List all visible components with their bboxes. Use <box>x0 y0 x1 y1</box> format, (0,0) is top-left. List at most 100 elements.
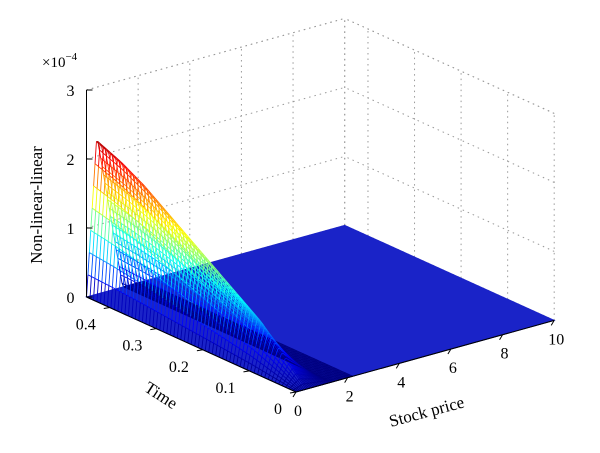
mesh-line <box>200 322 205 326</box>
mesh-line <box>146 288 150 307</box>
mesh-line <box>87 274 92 277</box>
mesh-line <box>121 209 124 218</box>
mesh-line <box>121 162 127 168</box>
mesh-line <box>260 370 263 377</box>
mesh-line <box>216 310 219 322</box>
mesh-line <box>160 262 163 280</box>
x-tick-mark <box>292 391 297 398</box>
mesh-line <box>305 378 310 384</box>
mesh-line <box>126 219 131 223</box>
mesh-line <box>296 373 301 379</box>
mesh-line <box>262 365 265 371</box>
mesh-line <box>252 341 256 346</box>
mesh-line <box>161 264 165 272</box>
mesh-line <box>209 329 212 342</box>
mesh-line <box>126 255 131 259</box>
mesh-line <box>279 372 284 376</box>
mesh-line <box>290 368 293 372</box>
mesh-line <box>267 343 271 350</box>
mesh-line <box>92 254 97 257</box>
mesh-line <box>272 376 277 380</box>
mesh-line <box>139 180 144 185</box>
mesh-line <box>87 252 90 275</box>
mesh-line <box>300 366 303 368</box>
mesh-line <box>133 259 136 268</box>
mesh-line <box>98 144 101 167</box>
mesh-line <box>152 245 155 253</box>
mesh-line <box>287 355 290 358</box>
mesh-line <box>268 333 271 337</box>
mesh-line <box>223 348 228 352</box>
mesh-line <box>134 260 137 280</box>
mesh-line <box>229 322 233 333</box>
mesh-line <box>263 325 266 328</box>
mesh-line <box>178 287 182 294</box>
mesh-line <box>154 309 158 313</box>
mesh-line <box>222 281 225 286</box>
mesh-line <box>135 188 138 197</box>
mesh-line <box>141 265 144 285</box>
mesh-line <box>236 320 239 326</box>
mesh-line <box>295 380 298 383</box>
mesh-line <box>192 272 195 279</box>
mesh-line <box>99 258 104 262</box>
mesh-line <box>289 363 294 369</box>
mesh-line <box>107 150 111 159</box>
mesh-line <box>196 298 199 305</box>
mesh-line <box>106 241 109 263</box>
mesh-line <box>163 217 166 224</box>
mesh-line <box>299 365 302 367</box>
mesh-line <box>229 316 232 321</box>
mesh-line <box>120 250 123 272</box>
mesh-line <box>101 147 104 170</box>
mesh-line <box>107 241 112 245</box>
mesh-line <box>253 317 256 321</box>
mesh-line <box>140 250 144 259</box>
mesh-line <box>263 336 266 341</box>
mesh-line <box>289 363 292 365</box>
mesh-line <box>169 287 172 303</box>
x-tick-mark <box>499 334 503 340</box>
mesh-line <box>257 319 260 323</box>
mesh-line <box>119 214 124 219</box>
mesh-line <box>103 260 108 264</box>
mesh-line <box>206 289 210 302</box>
mesh-line <box>98 166 103 170</box>
mesh-line <box>122 183 127 187</box>
mesh-line <box>90 254 94 277</box>
mesh-line <box>284 351 287 354</box>
mesh-line <box>145 306 148 324</box>
mesh-line <box>163 302 166 306</box>
mesh-line <box>244 316 248 321</box>
mesh-line <box>136 207 141 212</box>
mesh-line <box>292 364 295 366</box>
mesh-line <box>247 337 250 346</box>
mesh-line <box>190 259 194 273</box>
mesh-line <box>283 358 286 363</box>
mesh-line <box>157 286 162 289</box>
mesh-line <box>154 259 158 268</box>
mesh-line <box>197 308 200 321</box>
mesh-line <box>113 289 117 310</box>
mesh-line <box>268 334 271 338</box>
mesh-line <box>170 224 173 232</box>
mesh-line <box>196 279 199 293</box>
mesh-line <box>156 299 159 303</box>
mesh-line <box>277 372 280 376</box>
mesh-line <box>201 270 204 284</box>
mesh-line <box>226 332 229 335</box>
mesh-line <box>320 381 325 385</box>
mesh-line <box>261 344 265 348</box>
mesh-line <box>111 222 114 244</box>
mesh-line <box>159 250 162 258</box>
mesh-line <box>273 352 277 356</box>
mesh-line <box>189 293 192 300</box>
mesh-line <box>230 285 233 290</box>
mesh-line <box>291 360 295 363</box>
mesh-line <box>276 361 280 366</box>
mesh-line <box>90 229 95 233</box>
mesh-line <box>146 216 151 221</box>
mesh-line <box>248 330 252 338</box>
mesh-line <box>153 196 156 204</box>
mesh-line <box>164 290 167 298</box>
